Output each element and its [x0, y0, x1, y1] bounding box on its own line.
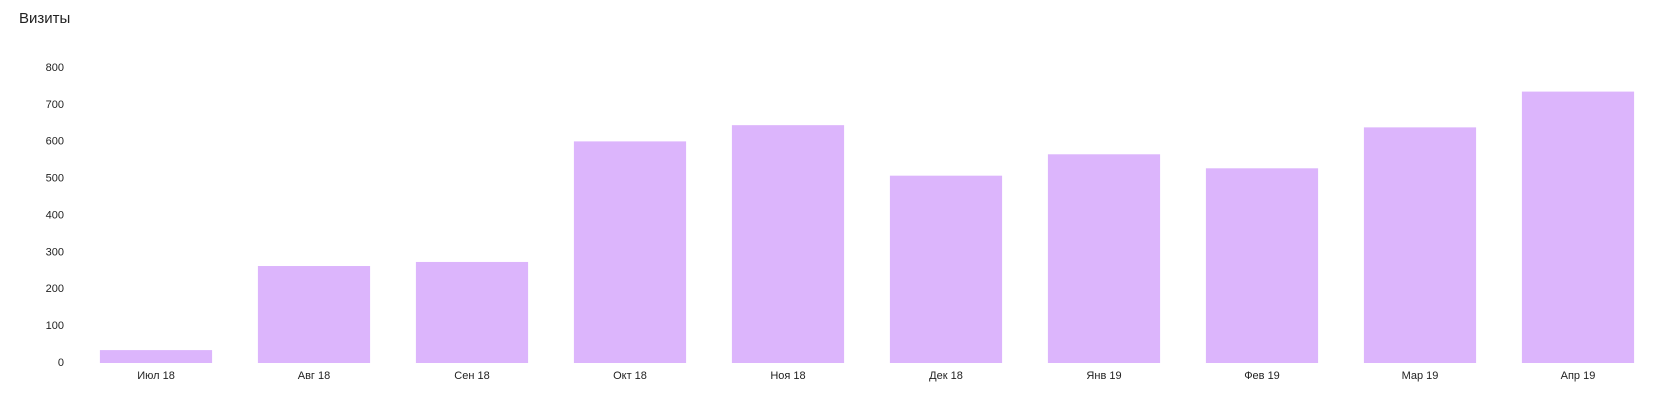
y-tick-label: 100: [46, 320, 64, 332]
x-tick-label: Сен 18: [454, 370, 489, 382]
x-tick-label: Июл 18: [137, 370, 175, 382]
chart-title: Визиты: [19, 10, 70, 27]
x-tick-label: Окт 18: [613, 370, 647, 382]
bar: [257, 266, 371, 363]
y-tick-label: 800: [46, 62, 64, 74]
x-tick-label: Авг 18: [298, 370, 330, 382]
x-tick-label: Ноя 18: [770, 370, 805, 382]
bar: [1205, 168, 1319, 363]
y-tick-label: 200: [46, 283, 64, 295]
bar: [1047, 154, 1161, 363]
y-tick-label: 400: [46, 209, 64, 221]
x-tick-label: Фев 19: [1244, 370, 1280, 382]
bar: [1363, 127, 1477, 364]
y-tick-label: 600: [46, 136, 64, 148]
bar: [731, 125, 845, 363]
x-tick-label: Дек 18: [929, 370, 963, 382]
x-tick-label: Янв 19: [1086, 370, 1121, 382]
y-tick-label: 500: [46, 173, 64, 185]
bar: [889, 175, 1003, 363]
y-tick-label: 300: [46, 246, 64, 258]
bar: [1521, 91, 1635, 363]
x-tick-label: Апр 19: [1561, 370, 1596, 382]
y-tick-label: 700: [46, 99, 64, 111]
bar: [99, 350, 213, 363]
bar: [573, 141, 687, 363]
x-tick-label: Мар 19: [1402, 370, 1439, 382]
y-tick-label: 0: [58, 357, 64, 369]
bar: [415, 261, 529, 363]
